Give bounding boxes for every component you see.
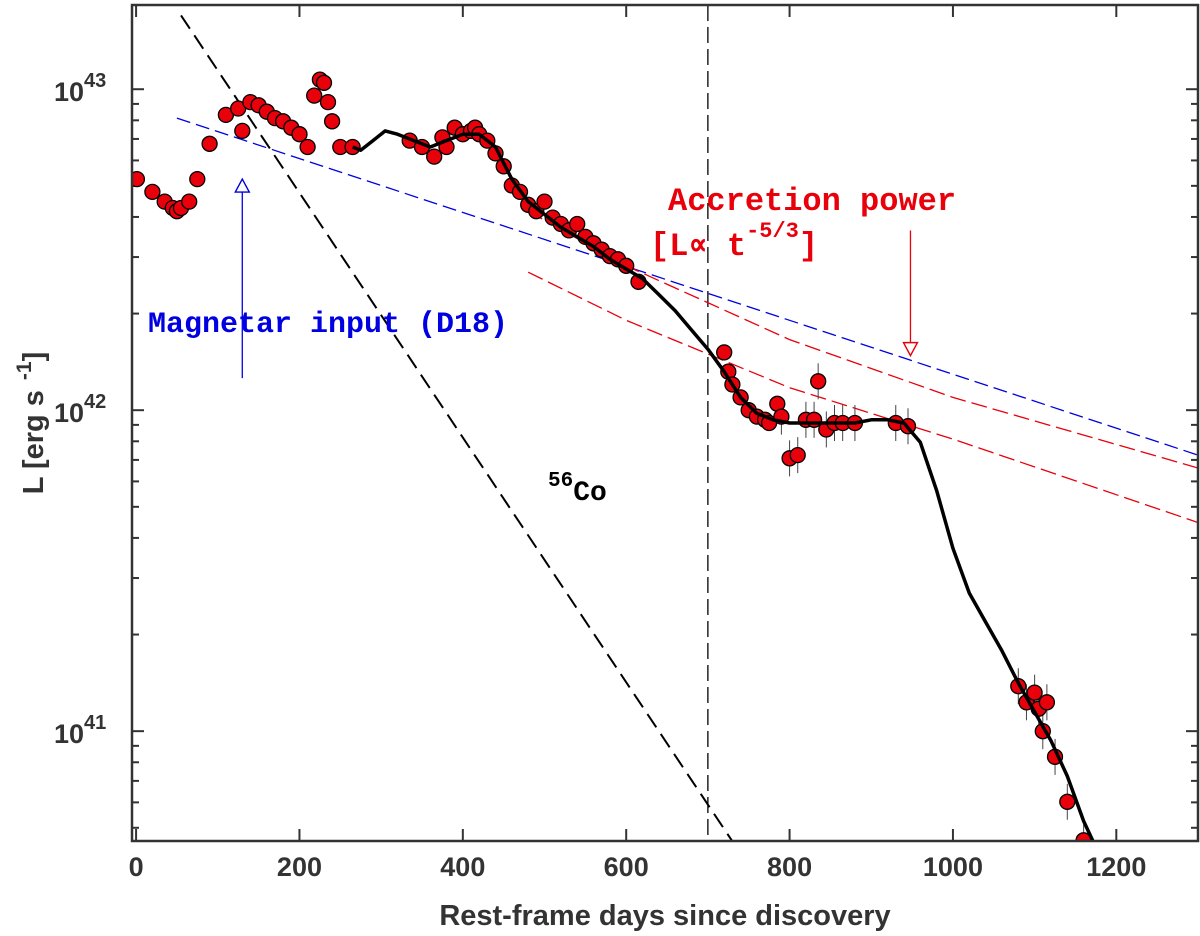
data-point [299, 138, 316, 156]
y-tick-label: 1043 [54, 70, 106, 107]
accretion-label-t: t [708, 228, 746, 265]
data-points [132, 71, 1152, 936]
cobalt-mass-number: 56 [548, 470, 573, 493]
y-tick-label-exponent: 42 [84, 391, 106, 413]
plot-frame [130, 3, 1200, 843]
y-axis-title: L [erg s -1] [13, 352, 50, 495]
accretion-label-exponent: -5/3 [746, 219, 799, 244]
y-tick-label-exponent: 43 [84, 70, 106, 92]
cobalt-symbol: Co [573, 478, 607, 509]
x-tick-label: 1000 [923, 852, 983, 882]
data-point [234, 122, 251, 140]
data-point [132, 170, 146, 188]
data-point [569, 215, 586, 233]
svg-text:L [erg s-1]: L [erg s -1] [13, 352, 50, 495]
x-tick-label: 400 [440, 852, 485, 882]
data-point [181, 193, 198, 210]
y-tick-label-base: 10 [54, 719, 84, 749]
data-point [810, 373, 827, 390]
y-tick-label-base: 10 [54, 398, 84, 428]
x-tick-label: 800 [767, 852, 812, 882]
y-tick-label: 1042 [54, 391, 106, 428]
y-tick-label-exponent: 41 [84, 712, 106, 734]
x-axis-title: Rest-frame days since discovery [439, 900, 890, 932]
model-fit-curve [351, 129, 1095, 841]
data-point [1026, 684, 1043, 701]
x-tick-label: 0 [129, 852, 144, 882]
y-tick-label: 1041 [54, 712, 106, 749]
magnetar-label: Magnetar input (D18) [148, 308, 508, 342]
x-tick-label: 200 [277, 852, 322, 882]
cobalt-label: 56Co [548, 470, 607, 509]
data-point [805, 411, 823, 428]
x-tick-label: 600 [604, 852, 649, 882]
data-point [426, 148, 443, 165]
data-point [1059, 793, 1076, 810]
y-axis-title-exponent: -1 [13, 361, 36, 380]
data-point [536, 193, 553, 210]
accretion-label-line1: Accretion power [668, 183, 956, 220]
accretion-label-bracket-open: [L [650, 228, 688, 265]
x-tick-label: 1200 [1086, 852, 1146, 882]
data-point [319, 93, 337, 111]
data-point [144, 183, 161, 201]
y-axis-title-close: ] [18, 352, 50, 362]
accretion-arrow-head [902, 341, 919, 358]
data-point [201, 135, 218, 152]
data-point [1113, 884, 1128, 899]
data-point [789, 446, 806, 464]
accretion-label-alpha: ∝ [688, 228, 707, 265]
data-point [1137, 926, 1152, 936]
accretion-label-line2: [L∝ t-5/3] [650, 219, 818, 265]
data-point [323, 113, 341, 130]
data-point [716, 344, 733, 361]
data-point [189, 170, 206, 188]
magnetar-arrow-head [234, 177, 251, 193]
data-point [315, 74, 333, 91]
data-point [1038, 694, 1056, 711]
y-axis-title-main: L [erg s [18, 390, 50, 494]
y-tick-label-base: 10 [54, 77, 84, 107]
data-point [306, 87, 323, 104]
accretion-label-bracket-close: ] [799, 228, 818, 265]
cobalt-decay-line [180, 14, 734, 841]
data-point [291, 126, 308, 143]
accretion-power-line [527, 271, 1198, 524]
